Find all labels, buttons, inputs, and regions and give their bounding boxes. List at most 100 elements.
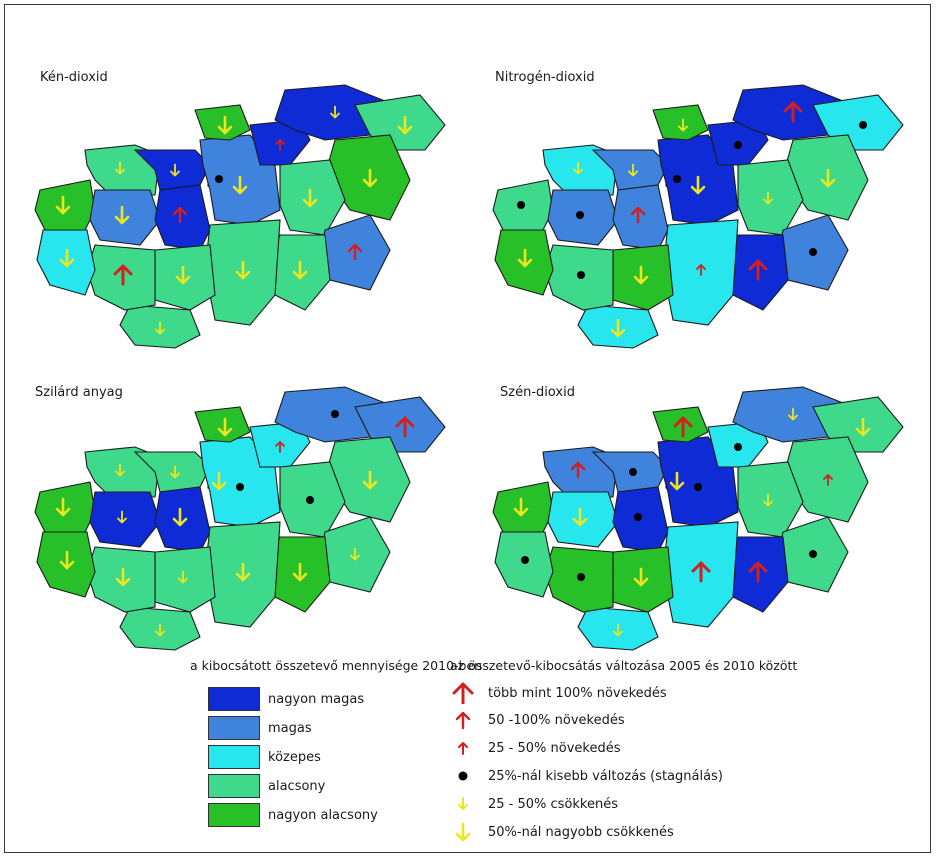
arrow-up-large-icon	[748, 259, 768, 281]
dot-icon	[629, 468, 637, 476]
arrow-down-large-icon	[633, 567, 649, 587]
arrow-down-small-icon	[763, 493, 773, 507]
county-tolna	[154, 244, 216, 311]
dot-icon	[809, 550, 817, 558]
arrow-down-small-icon	[115, 463, 125, 477]
county-vas	[34, 481, 96, 533]
legend-level-nagyon-alacsony: nagyon alacsony	[208, 801, 378, 829]
map-nitrogen-dioxid	[492, 84, 904, 349]
arrow-down-large-icon	[517, 248, 533, 268]
legend-change-gt50-down: 50%-nál nagyobb csökkenés	[452, 820, 674, 844]
legend-change-label: 50%-nál nagyobb csökkenés	[488, 824, 674, 840]
arrow-down-large-icon	[235, 260, 251, 280]
dot-icon	[331, 410, 339, 418]
map-title-szen-dioxid: Szén-dioxid	[500, 385, 575, 400]
map-title-ken-dioxid: Kén-dioxid	[40, 70, 108, 85]
county-vas	[492, 481, 554, 533]
dot-icon	[809, 248, 817, 256]
county-somogy	[86, 244, 156, 311]
arrow-up-small-icon	[275, 441, 285, 453]
arrow-down-large-icon	[855, 417, 871, 437]
map-szilard-anyag	[34, 386, 446, 651]
dot-icon	[734, 141, 742, 149]
legend-level-label: közepes	[268, 749, 321, 765]
arrow-down-small-icon	[117, 510, 127, 524]
arrow-down-large-icon	[232, 175, 248, 195]
arrow-down-large-icon	[217, 115, 233, 135]
arrow-up-small-icon	[696, 264, 706, 276]
arrow-up-medium-icon	[172, 206, 188, 224]
arrow-down-small-icon	[458, 797, 468, 810]
arrow-down-large-icon	[175, 265, 191, 285]
arrow-down-large-icon	[172, 507, 188, 527]
arrow-down-small-icon	[155, 321, 165, 335]
dot-icon	[458, 771, 468, 781]
arrow-down-large-icon	[302, 188, 318, 208]
map-ken-dioxid	[34, 84, 446, 349]
arrow-down-small-icon	[628, 163, 638, 177]
arrow-down-large-icon	[217, 417, 233, 437]
dot-icon	[859, 121, 867, 129]
legend-level-label: nagyon magas	[268, 691, 365, 707]
arrow-up-small-icon	[458, 742, 468, 755]
county-nógrád	[652, 104, 709, 141]
arrow-up-medium-icon	[455, 711, 471, 730]
swatch-kozepes	[208, 745, 260, 769]
swatch-nagyon-magas	[208, 687, 260, 711]
arrow-up-large-icon	[452, 682, 474, 704]
arrow-down-small-icon	[763, 191, 773, 205]
legend-changes-title: az összetevő-kibocsátás változása 2005 é…	[450, 658, 798, 673]
county-veszprém	[547, 491, 619, 548]
arrow-down-large-icon	[669, 471, 685, 491]
arrow-down-large-icon	[397, 115, 413, 135]
swatch-alacsony	[208, 774, 260, 798]
legend-level-nagyon-magas: nagyon magas	[208, 685, 364, 713]
dot-icon	[236, 483, 244, 491]
arrow-up-small-icon	[823, 474, 833, 486]
arrow-down-large-icon	[114, 205, 130, 225]
arrow-down-large-icon	[235, 562, 251, 582]
arrow-down-large-icon	[362, 168, 378, 188]
legend-change-25-50-down: 25 - 50% csökkenés	[452, 792, 618, 816]
county-nógrád	[194, 406, 251, 443]
swatch-nagyon-alacsony	[208, 803, 260, 827]
legend-change-label: 25%-nál kisebb változás (stagnálás)	[488, 768, 723, 784]
dot-icon	[673, 175, 681, 183]
arrow-up-large-icon	[113, 264, 133, 286]
dot-icon	[734, 443, 742, 451]
arrow-down-small-icon	[613, 623, 623, 637]
arrow-down-small-icon	[330, 105, 340, 119]
arrow-down-large-icon	[292, 260, 308, 280]
arrow-down-large-icon	[55, 497, 71, 517]
arrow-down-large-icon	[211, 471, 227, 491]
arrow-up-medium-icon	[570, 461, 586, 479]
legend-change-label: 25 - 50% növekedés	[488, 740, 621, 756]
swatch-magas	[208, 716, 260, 740]
arrow-up-medium-icon	[630, 206, 646, 224]
county-veszprém	[89, 189, 161, 246]
dot-icon	[215, 175, 223, 183]
legend-level-label: nagyon alacsony	[268, 807, 378, 823]
arrow-down-small-icon	[350, 547, 360, 561]
legend-change-50-100-up: 50 -100% növekedés	[452, 708, 625, 732]
dot-icon	[634, 513, 642, 521]
map-title-nitrogen-dioxid: Nitrogén-dioxid	[495, 70, 595, 85]
dot-icon	[517, 201, 525, 209]
arrow-up-large-icon	[783, 101, 803, 123]
dot-icon	[577, 573, 585, 581]
arrow-down-large-icon	[59, 550, 75, 570]
county-somogy	[86, 546, 156, 613]
legend-change-gt100-up: több mint 100% növekedés	[452, 681, 667, 705]
dot-icon	[577, 271, 585, 279]
legend-level-magas: magas	[208, 714, 312, 742]
arrow-down-large-icon	[513, 497, 529, 517]
legend-change-label: 50 -100% növekedés	[488, 712, 625, 728]
arrow-down-small-icon	[170, 465, 180, 479]
arrow-down-large-icon	[633, 265, 649, 285]
arrow-down-small-icon	[178, 570, 188, 584]
county-zala	[494, 531, 554, 598]
legend-level-label: magas	[268, 720, 312, 736]
arrow-down-large-icon	[115, 567, 131, 587]
arrow-down-large-icon	[292, 562, 308, 582]
dot-icon	[521, 556, 529, 564]
